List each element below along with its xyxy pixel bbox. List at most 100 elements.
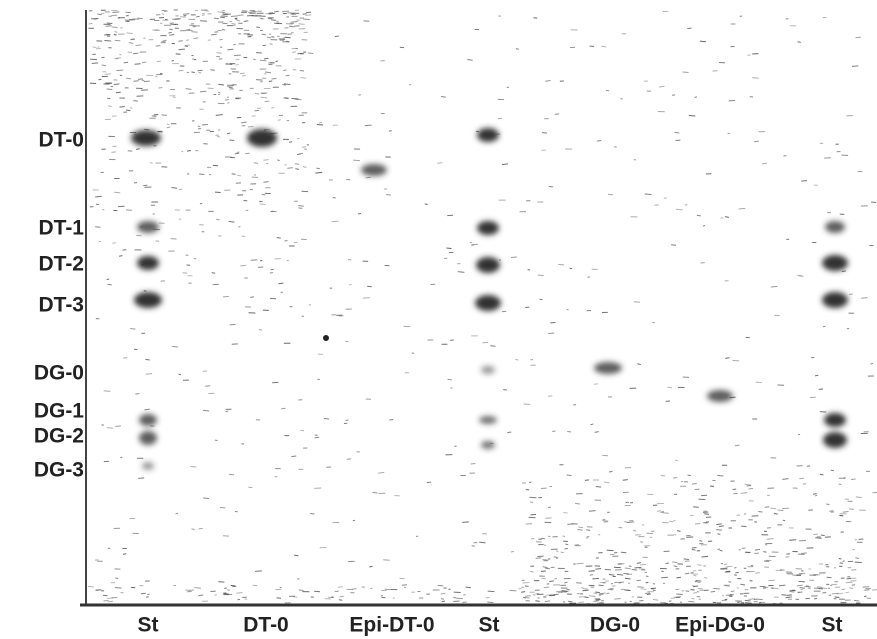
speck [316, 167, 320, 170]
speck [467, 59, 473, 61]
speck [169, 33, 175, 36]
speck [279, 586, 282, 589]
speck [606, 549, 614, 552]
speck [135, 44, 142, 47]
row-label: DT-3 [38, 294, 84, 317]
spot [824, 413, 846, 427]
speck [733, 574, 737, 576]
speck [241, 121, 247, 124]
speck [616, 573, 624, 576]
speck [197, 69, 203, 72]
spot [137, 221, 159, 233]
spot [137, 256, 159, 270]
speck [384, 588, 391, 591]
speck [717, 548, 721, 551]
speck [562, 601, 566, 603]
speck [846, 577, 852, 580]
speck [297, 153, 301, 155]
speck [699, 540, 703, 542]
speck [789, 589, 796, 592]
speck [118, 255, 123, 257]
spots [131, 128, 848, 470]
speck [871, 201, 877, 204]
speck [608, 573, 615, 576]
speck [184, 45, 189, 47]
speck [814, 374, 819, 377]
speck [166, 123, 170, 126]
speck [193, 257, 197, 260]
speck [755, 572, 760, 574]
speck [276, 237, 281, 239]
speck [263, 57, 269, 60]
speck [144, 408, 150, 411]
speck [665, 562, 669, 565]
row-label: DG-3 [34, 459, 84, 482]
speck [88, 585, 94, 588]
speck [127, 19, 134, 21]
speck [849, 587, 854, 589]
speck [191, 58, 195, 60]
speck [290, 31, 295, 34]
speck [411, 352, 415, 354]
speck [854, 599, 860, 602]
speck [773, 512, 778, 515]
speck [113, 33, 117, 36]
speck [276, 22, 283, 25]
speck [238, 225, 241, 228]
speck [614, 598, 621, 600]
speck [693, 592, 698, 594]
speck [230, 15, 238, 18]
spot [825, 221, 845, 233]
speck [656, 510, 661, 512]
speck [156, 60, 161, 63]
speck [191, 31, 198, 33]
speck [136, 148, 140, 150]
speck [441, 600, 446, 603]
speck [555, 550, 559, 553]
speck [754, 548, 761, 551]
speck [842, 560, 845, 562]
speck [855, 36, 862, 39]
speck [789, 539, 797, 541]
speck [216, 135, 221, 138]
speck [260, 81, 263, 83]
speck [332, 196, 336, 199]
speck [123, 61, 129, 64]
speck [795, 573, 803, 576]
spot [139, 414, 157, 426]
speck [178, 69, 184, 72]
speck [813, 533, 819, 536]
speck [539, 298, 543, 301]
speck [107, 600, 114, 603]
speck [196, 15, 200, 18]
speck [184, 44, 190, 47]
speck [228, 473, 235, 476]
speck [855, 557, 860, 559]
speck [318, 121, 322, 124]
speck [560, 551, 564, 554]
speck [255, 79, 263, 81]
speck [337, 586, 343, 588]
speck [141, 61, 147, 64]
speck [111, 151, 116, 153]
speck [225, 410, 229, 413]
speck [693, 506, 699, 508]
speck [693, 574, 697, 577]
speck [855, 496, 862, 499]
speck [563, 512, 568, 514]
speck [599, 592, 606, 595]
speck [699, 40, 706, 43]
speck [529, 570, 534, 573]
speck [437, 162, 443, 164]
speck [298, 207, 303, 209]
speck [764, 506, 770, 508]
row-label: DT-2 [38, 253, 84, 276]
speck [543, 586, 550, 589]
speck [102, 208, 105, 211]
speck [213, 17, 220, 20]
speck [369, 565, 373, 568]
speck [870, 362, 874, 365]
speck [227, 48, 234, 51]
speck [168, 31, 172, 34]
speck [115, 577, 119, 580]
